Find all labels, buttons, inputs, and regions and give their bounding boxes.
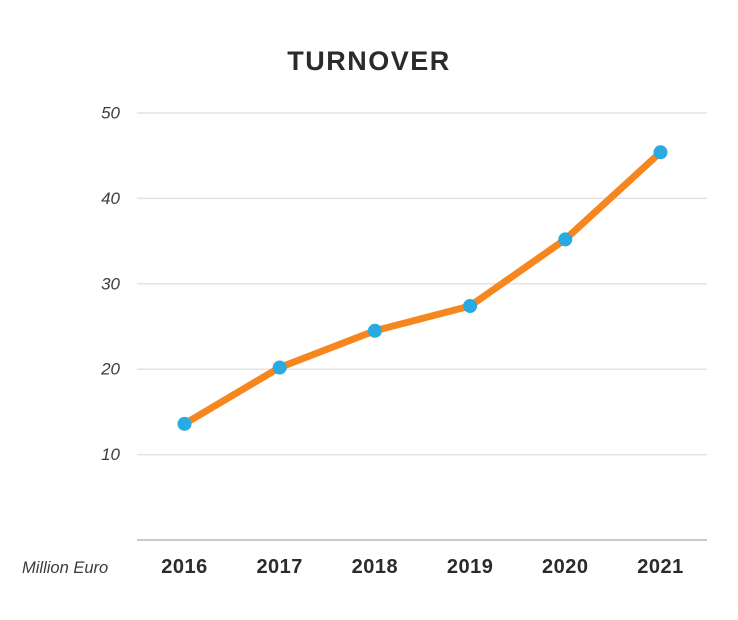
data-point-2021: [653, 145, 668, 160]
x-tick-label-2017: 2017: [256, 556, 303, 578]
y-tick-label-50: 50: [101, 104, 120, 123]
y-tick-label-40: 40: [101, 189, 120, 208]
unit-label: Million Euro: [22, 559, 108, 577]
x-tick-label-2020: 2020: [542, 556, 589, 578]
x-tick-label-2019: 2019: [447, 556, 494, 578]
data-point-2016: [177, 416, 192, 431]
series-line-turnover: [181, 148, 664, 428]
y-axis-tick-labels: 10 20 30 40 50: [100, 104, 120, 465]
data-point-2017: [272, 360, 287, 375]
x-tick-label-2018: 2018: [352, 556, 399, 578]
series-group: [177, 145, 668, 431]
x-tick-label-2021: 2021: [637, 556, 684, 578]
data-point-2019: [463, 299, 478, 314]
y-tick-label-20: 20: [100, 360, 120, 379]
chart-title: TURNOVER: [287, 46, 451, 76]
y-tick-label-30: 30: [101, 274, 120, 293]
data-point-2018: [367, 323, 382, 338]
x-tick-label-2016: 2016: [161, 556, 208, 578]
data-point-2020: [558, 232, 573, 247]
gridlines-group: [137, 112, 707, 541]
x-axis-tick-labels: 2016 2017 2018 2019 2020 2021: [161, 556, 684, 578]
y-tick-label-10: 10: [101, 445, 120, 464]
